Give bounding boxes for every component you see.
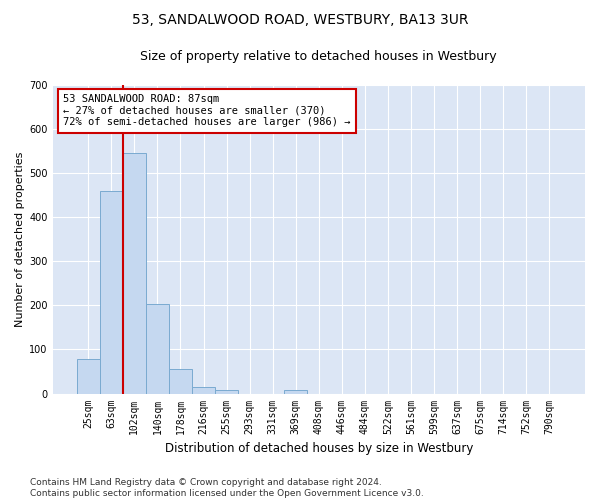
- Bar: [192, 388, 215, 394]
- Bar: [77, 359, 100, 394]
- Bar: [146, 304, 169, 394]
- X-axis label: Distribution of detached houses by size in Westbury: Distribution of detached houses by size …: [164, 442, 473, 455]
- Bar: [123, 154, 146, 394]
- Bar: [215, 390, 238, 394]
- Text: 53 SANDALWOOD ROAD: 87sqm
← 27% of detached houses are smaller (370)
72% of semi: 53 SANDALWOOD ROAD: 87sqm ← 27% of detac…: [63, 94, 350, 128]
- Bar: [169, 370, 192, 394]
- Text: Contains HM Land Registry data © Crown copyright and database right 2024.
Contai: Contains HM Land Registry data © Crown c…: [30, 478, 424, 498]
- Y-axis label: Number of detached properties: Number of detached properties: [15, 152, 25, 327]
- Text: 53, SANDALWOOD ROAD, WESTBURY, BA13 3UR: 53, SANDALWOOD ROAD, WESTBURY, BA13 3UR: [132, 12, 468, 26]
- Bar: [100, 191, 123, 394]
- Bar: [284, 390, 307, 394]
- Title: Size of property relative to detached houses in Westbury: Size of property relative to detached ho…: [140, 50, 497, 63]
